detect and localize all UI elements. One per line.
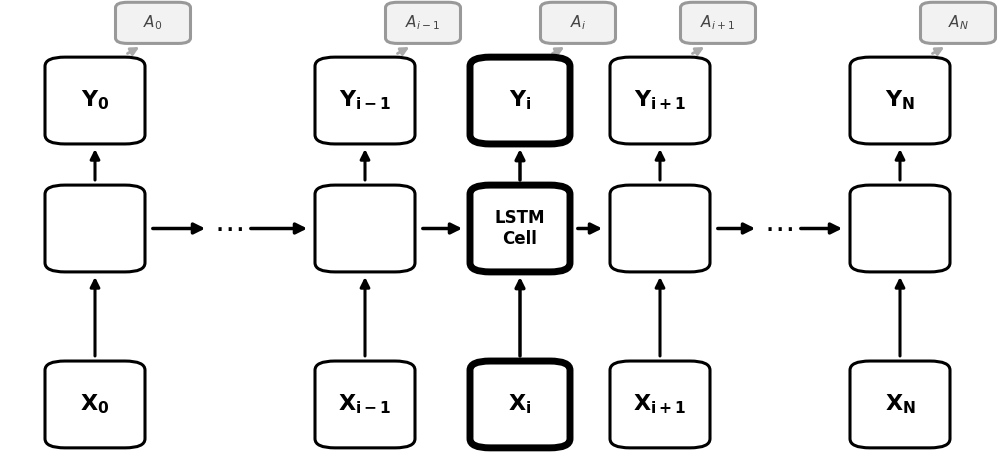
- FancyArrowPatch shape: [361, 153, 369, 180]
- FancyBboxPatch shape: [921, 2, 996, 43]
- FancyArrowPatch shape: [516, 153, 524, 180]
- FancyBboxPatch shape: [315, 361, 415, 448]
- FancyArrowPatch shape: [91, 281, 99, 356]
- Text: $\mathbf{X_{N}}$: $\mathbf{X_{N}}$: [885, 393, 915, 416]
- FancyBboxPatch shape: [470, 361, 570, 448]
- FancyBboxPatch shape: [850, 361, 950, 448]
- FancyArrowPatch shape: [896, 281, 904, 356]
- Text: LSTM
Cell: LSTM Cell: [495, 209, 545, 248]
- Text: $\cdots$: $\cdots$: [214, 214, 242, 243]
- FancyBboxPatch shape: [541, 2, 616, 43]
- FancyArrowPatch shape: [361, 281, 369, 356]
- FancyBboxPatch shape: [681, 2, 756, 43]
- FancyArrowPatch shape: [127, 48, 137, 55]
- FancyArrowPatch shape: [552, 48, 562, 55]
- FancyBboxPatch shape: [45, 57, 145, 144]
- FancyArrowPatch shape: [896, 153, 904, 180]
- FancyBboxPatch shape: [386, 2, 460, 43]
- FancyBboxPatch shape: [45, 185, 145, 272]
- FancyBboxPatch shape: [850, 57, 950, 144]
- FancyArrowPatch shape: [656, 281, 664, 356]
- Text: $A_{i+1}$: $A_{i+1}$: [700, 14, 736, 32]
- Text: $\mathbf{X_{i-1}}$: $\mathbf{X_{i-1}}$: [338, 393, 392, 416]
- Text: $A_{0}$: $A_{0}$: [143, 14, 163, 32]
- FancyBboxPatch shape: [45, 361, 145, 448]
- FancyArrowPatch shape: [692, 48, 702, 55]
- FancyArrowPatch shape: [423, 224, 458, 233]
- Text: $\cdots$: $\cdots$: [764, 214, 792, 243]
- FancyBboxPatch shape: [610, 57, 710, 144]
- FancyArrowPatch shape: [153, 224, 201, 233]
- FancyArrowPatch shape: [656, 153, 664, 180]
- FancyArrowPatch shape: [397, 48, 407, 55]
- FancyBboxPatch shape: [610, 361, 710, 448]
- FancyBboxPatch shape: [610, 185, 710, 272]
- FancyArrowPatch shape: [516, 281, 524, 356]
- FancyArrowPatch shape: [578, 224, 598, 233]
- FancyBboxPatch shape: [115, 2, 190, 43]
- Text: $A_{i-1}$: $A_{i-1}$: [405, 14, 441, 32]
- Text: $\mathbf{Y_{0}}$: $\mathbf{Y_{0}}$: [81, 89, 109, 112]
- FancyBboxPatch shape: [470, 57, 570, 144]
- FancyBboxPatch shape: [470, 185, 570, 272]
- Text: $\mathbf{Y_{i}}$: $\mathbf{Y_{i}}$: [509, 89, 531, 112]
- Text: $\mathbf{Y_{i+1}}$: $\mathbf{Y_{i+1}}$: [634, 89, 686, 112]
- Text: $A_{i}$: $A_{i}$: [570, 14, 586, 32]
- FancyArrowPatch shape: [718, 224, 751, 233]
- FancyBboxPatch shape: [315, 57, 415, 144]
- Text: $A_{N}$: $A_{N}$: [948, 14, 968, 32]
- FancyBboxPatch shape: [315, 185, 415, 272]
- Text: $\mathbf{Y_{N}}$: $\mathbf{Y_{N}}$: [885, 89, 915, 112]
- FancyBboxPatch shape: [850, 185, 950, 272]
- Text: $\mathbf{X_{i}}$: $\mathbf{X_{i}}$: [508, 393, 532, 416]
- FancyArrowPatch shape: [91, 153, 99, 180]
- Text: $\mathbf{Y_{i-1}}$: $\mathbf{Y_{i-1}}$: [339, 89, 391, 112]
- Text: $\mathbf{X_{i+1}}$: $\mathbf{X_{i+1}}$: [633, 393, 687, 416]
- FancyArrowPatch shape: [801, 224, 838, 233]
- FancyArrowPatch shape: [251, 224, 303, 233]
- FancyArrowPatch shape: [932, 48, 942, 55]
- Text: $\mathbf{X_{0}}$: $\mathbf{X_{0}}$: [80, 393, 110, 416]
